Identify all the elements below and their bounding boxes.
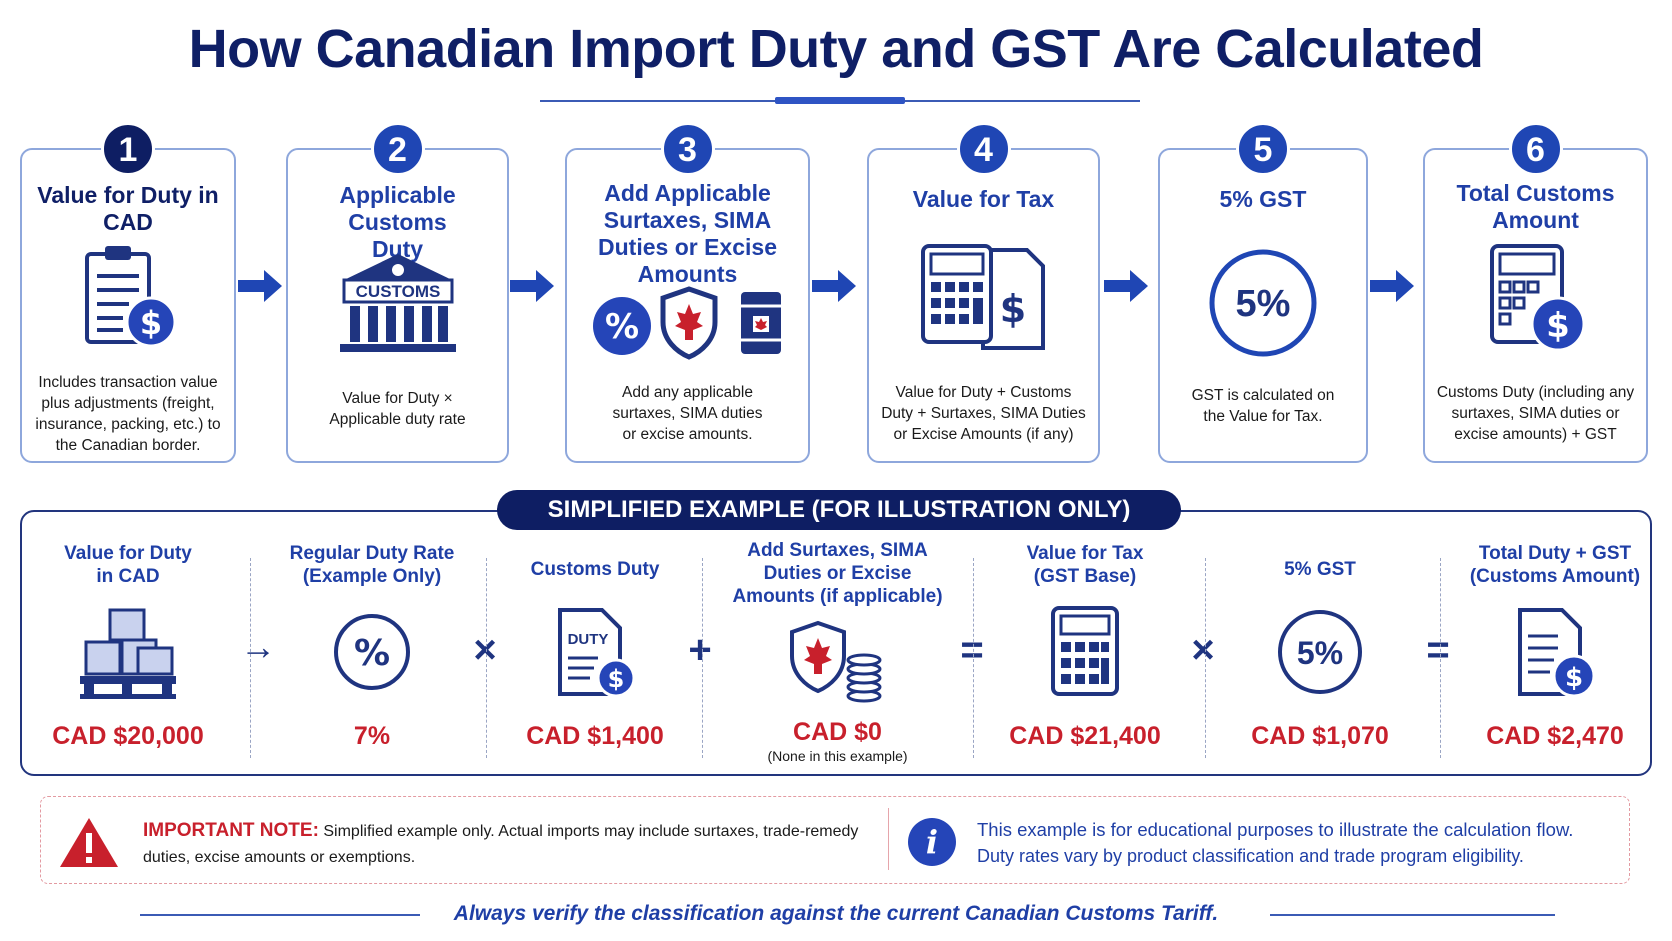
step-badge-6: 6	[1508, 122, 1563, 176]
customs-building-icon: CUSTOMS	[339, 254, 456, 352]
example-col-title: Add Surtaxes, SIMA Duties or Excise Amou…	[732, 540, 943, 607]
important-note-body: Simplified example only. Actual imports …	[143, 823, 859, 866]
example-value: CAD $1,070	[1251, 722, 1389, 750]
svg-text:$: $	[140, 304, 162, 342]
duty-doc-label: DUTY	[568, 631, 609, 648]
step-card-5: 5 5% GST 5% GST is calculated on the Val…	[1158, 122, 1368, 463]
operator-equals: =	[960, 628, 984, 672]
percent-circle-icon: 5%	[1278, 610, 1362, 694]
example-value: 7%	[353, 722, 391, 750]
example-col-title: Total Duty + GST (Customs Amount)	[1469, 543, 1641, 587]
step-title-5: 5% GST	[1219, 186, 1307, 212]
boxes-pallet-icon	[80, 608, 176, 699]
operator-multiply: ×	[473, 628, 497, 672]
step-badge-4: 4	[956, 122, 1011, 176]
step-desc-6: Customs Duty (including any surtaxes, SI…	[1436, 384, 1635, 443]
step-title-3: Add Applicable Surtaxes, SIMA Duties or …	[598, 180, 777, 287]
barrel-icon	[741, 292, 781, 354]
column-divider	[250, 558, 251, 758]
percent-circle-icon: %	[334, 614, 410, 690]
svg-text:$: $	[999, 287, 1025, 331]
step-desc-1: Includes transaction value plus adjustme…	[35, 374, 221, 454]
step-title-4: Value for Tax	[912, 186, 1055, 212]
example-col-title: Regular Duty Rate (Example Only)	[289, 543, 455, 587]
step-card-2: 2 Applicable Customs Duty CUSTOMS Value …	[286, 122, 509, 463]
step-card-4: 4 Value for Tax $ Value for Duty + Custo…	[867, 122, 1100, 463]
step-desc-5: GST is calculated on the Value for Tax.	[1191, 387, 1335, 425]
step-badge-2: 2	[370, 122, 425, 176]
svg-text:$: $	[1565, 663, 1583, 693]
step-card-6: 6 Total Customs Amount $ Customs Duty (i…	[1423, 122, 1648, 463]
calculator-icon	[1051, 606, 1119, 696]
step-badge-3: 3	[660, 122, 715, 176]
column-divider	[973, 558, 974, 758]
operator-arrow: →	[240, 626, 276, 667]
gst-rate-label: 5%	[1236, 283, 1291, 325]
example-col-title: Value for Duty in CAD	[64, 543, 192, 587]
operator-multiply: ×	[1191, 628, 1215, 672]
page-title: How Canadian Import Duty and GST Are Cal…	[188, 19, 1484, 79]
shield-coins-icon	[789, 620, 881, 703]
duty-document-icon: DUTY $	[558, 608, 636, 698]
column-divider	[486, 558, 487, 758]
footer-disclaimer: Always verify the classification against…	[453, 902, 1219, 925]
svg-text:%: %	[354, 633, 390, 674]
column-divider	[1205, 558, 1206, 758]
arrow-right-icon	[1104, 270, 1148, 302]
footer-rule-right	[1270, 914, 1555, 916]
example-value: CAD $2,470	[1486, 722, 1624, 750]
info-line-2: Duty rates vary by product classificatio…	[977, 846, 1524, 866]
clipboard-dollar-icon: $	[85, 246, 177, 348]
arrow-right-icon	[1370, 270, 1414, 302]
calculator-dollar-icon: $	[1489, 244, 1585, 352]
step-card-1: 1 Value for Duty in CAD $ Includes trans…	[20, 122, 236, 463]
footer-rule-left	[140, 914, 420, 916]
example-value: CAD $20,000	[52, 722, 204, 750]
customs-sign-label: CUSTOMS	[355, 282, 440, 301]
svg-text:$: $	[1546, 306, 1570, 346]
operator-plus: +	[688, 628, 712, 672]
gst-rate-label: 5%	[1297, 635, 1343, 671]
warning-triangle-icon	[60, 818, 118, 867]
svg-text:%: %	[605, 307, 639, 347]
important-note-label: IMPORTANT NOTE:	[143, 820, 319, 841]
example-value: CAD $21,400	[1009, 722, 1161, 750]
example-value-note: (None in this example)	[767, 748, 908, 764]
example-col-title: Value for Tax (GST Base)	[1026, 543, 1144, 587]
arrow-right-icon	[238, 270, 282, 302]
percent-circle-icon: 5%	[1209, 249, 1317, 357]
document-dollar-icon: $	[1518, 608, 1596, 698]
example-col-title: 5% GST	[1284, 559, 1356, 580]
arrow-right-icon	[510, 270, 554, 302]
important-note-text: IMPORTANT NOTE: Simplified example only.…	[143, 818, 873, 871]
column-divider	[1440, 558, 1441, 758]
step-title-1: Value for Duty in CAD	[37, 182, 219, 235]
arrow-right-icon	[812, 270, 856, 302]
title-underline-accent	[775, 97, 905, 104]
column-divider	[702, 558, 703, 758]
important-note-box	[40, 796, 1630, 884]
step-title-2: Applicable Customs Duty	[339, 182, 456, 262]
step-card-3: 3 Add Applicable Surtaxes, SIMA Duties o…	[565, 122, 810, 463]
step-badge-1: 1	[101, 122, 155, 176]
step-title-6: Total Customs Amount	[1456, 180, 1615, 233]
percent-icon: %	[593, 297, 651, 355]
svg-text:$: $	[608, 665, 625, 693]
note-divider	[888, 808, 889, 870]
example-value: CAD $0	[793, 718, 882, 746]
calculator-document-icon: $	[920, 244, 1045, 350]
step-desc-4: Value for Duty + Customs Duty + Surtaxes…	[881, 384, 1086, 443]
operator-equals: =	[1426, 628, 1450, 672]
example-heading: SIMPLIFIED EXAMPLE (FOR ILLUSTRATION ONL…	[497, 490, 1181, 530]
step-badge-5: 5	[1236, 122, 1290, 176]
step-desc-2: Value for Duty × Applicable duty rate	[329, 390, 466, 428]
info-icon: i	[908, 818, 956, 866]
step-desc-3: Add any applicable surtaxes, SIMA duties…	[612, 384, 763, 443]
example-value: CAD $1,400	[526, 722, 664, 750]
maple-leaf-shield-icon	[660, 286, 718, 360]
info-text: This example is for educational purposes…	[977, 817, 1627, 869]
example-col-title: Customs Duty	[530, 559, 660, 580]
info-line-1: This example is for educational purposes…	[977, 819, 1574, 840]
